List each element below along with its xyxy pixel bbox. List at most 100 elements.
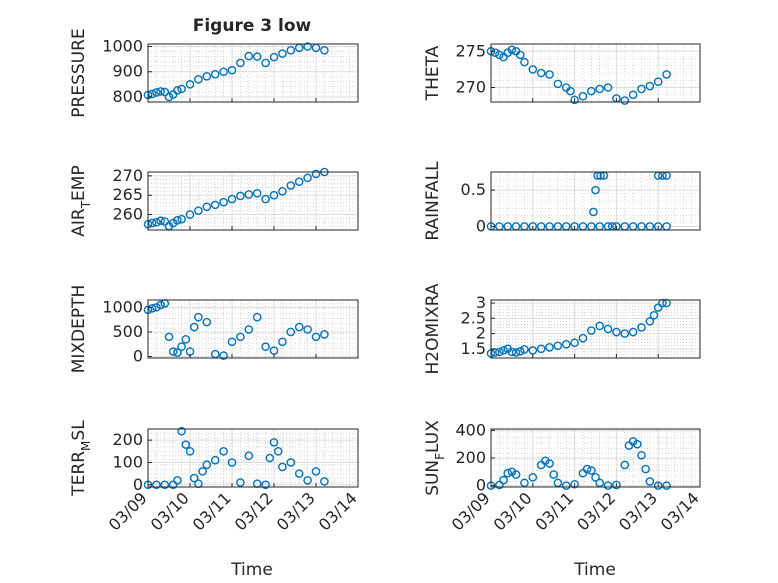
data-point <box>244 190 254 199</box>
subplot-1: 800 900 1000 PRESSURE <box>69 28 359 118</box>
y-tick-label: 2.5 <box>461 308 486 327</box>
data-point <box>202 202 212 212</box>
y-axis-label: MIXDEPTH <box>69 285 89 374</box>
data-point <box>227 458 237 467</box>
y-axis-label: H2OMIXRA <box>423 283 443 374</box>
data-point <box>507 45 517 55</box>
data-point <box>294 177 304 186</box>
data-point <box>520 345 529 354</box>
data-point <box>273 447 283 456</box>
data-point <box>294 469 304 478</box>
data-point <box>545 343 554 352</box>
y-tick-label: 0 <box>133 347 143 366</box>
data-point <box>591 473 600 482</box>
data-point <box>219 351 228 360</box>
y-tick-label: 260 <box>112 205 143 224</box>
x-tick-label: 03/11 <box>189 488 235 534</box>
data-point <box>649 310 659 320</box>
data-point <box>595 478 604 488</box>
y-tick-label: 265 <box>112 185 143 204</box>
data-point <box>198 467 207 476</box>
data-point <box>194 206 203 215</box>
data-point <box>160 87 170 97</box>
data-point <box>278 337 287 347</box>
data-point <box>553 341 563 351</box>
axes-box <box>490 43 701 103</box>
data-point <box>536 344 546 354</box>
data-point <box>645 477 655 486</box>
data-point <box>503 468 513 478</box>
data-point <box>587 326 596 335</box>
data-point <box>561 481 571 490</box>
data-point <box>570 338 579 348</box>
y-tick-label: 500 <box>112 322 143 341</box>
data-point <box>662 70 671 79</box>
data-point <box>628 327 638 337</box>
axes-box <box>147 43 359 103</box>
data-point <box>495 480 504 490</box>
data-point <box>160 217 170 226</box>
y-tick-label: 0.5 <box>461 180 486 199</box>
data-point <box>286 327 296 337</box>
y-tick-label: 1000 <box>102 297 143 316</box>
data-point <box>603 481 613 490</box>
data-point <box>303 42 312 51</box>
data-point <box>620 329 630 338</box>
data-point <box>227 194 237 204</box>
data-point <box>261 194 270 204</box>
data-point <box>511 470 521 479</box>
data-point <box>210 200 220 210</box>
data-point <box>570 479 579 489</box>
data-point <box>177 426 186 436</box>
y-axis-label: PRESSURE <box>69 28 89 117</box>
data-point <box>236 58 245 68</box>
data-point <box>152 303 161 312</box>
data-point <box>549 470 559 479</box>
x-tick-label: 03/09 <box>105 488 151 534</box>
y-tick-label: 900 <box>112 62 143 81</box>
data-point <box>278 187 287 196</box>
axes-box <box>147 428 359 488</box>
plot-area <box>148 172 358 230</box>
data-point <box>603 324 613 334</box>
data-point <box>219 67 228 77</box>
data-point <box>210 69 220 79</box>
data-point <box>490 348 500 357</box>
data-point <box>566 86 575 96</box>
data-point <box>561 339 571 349</box>
data-point <box>637 323 646 332</box>
data-point <box>595 321 604 331</box>
data-point <box>528 473 538 482</box>
data-point <box>219 197 228 207</box>
figure-title: Figure 3 low <box>193 16 312 36</box>
data-point <box>244 51 254 61</box>
data-point <box>645 317 655 326</box>
subplot-6: 1.522.53 H2OMIXRA <box>423 283 701 375</box>
data-point <box>658 298 667 308</box>
y-axis-label: TERRMSL <box>69 420 93 497</box>
y-tick-label: 0 <box>133 475 143 494</box>
y-axis-label: THETA <box>423 45 443 101</box>
x-tick-label: 03/12 <box>573 488 619 534</box>
data-point <box>499 346 508 355</box>
data-point <box>641 464 650 474</box>
data-point <box>628 90 638 100</box>
axes-box <box>490 171 701 231</box>
data-point <box>252 52 262 61</box>
data-point <box>261 480 270 490</box>
data-point <box>320 330 329 339</box>
data-point <box>173 216 182 225</box>
x-axis-label-left: Time <box>230 560 273 580</box>
y-tick-label: 800 <box>112 87 143 106</box>
x-tick-label: 03/14 <box>657 488 703 534</box>
y-tick-label: 1.5 <box>461 339 486 358</box>
y-tick-label: 200 <box>112 430 143 449</box>
data-point <box>252 188 262 198</box>
data-point <box>181 440 191 449</box>
data-point <box>147 89 157 99</box>
data-point <box>536 68 546 78</box>
